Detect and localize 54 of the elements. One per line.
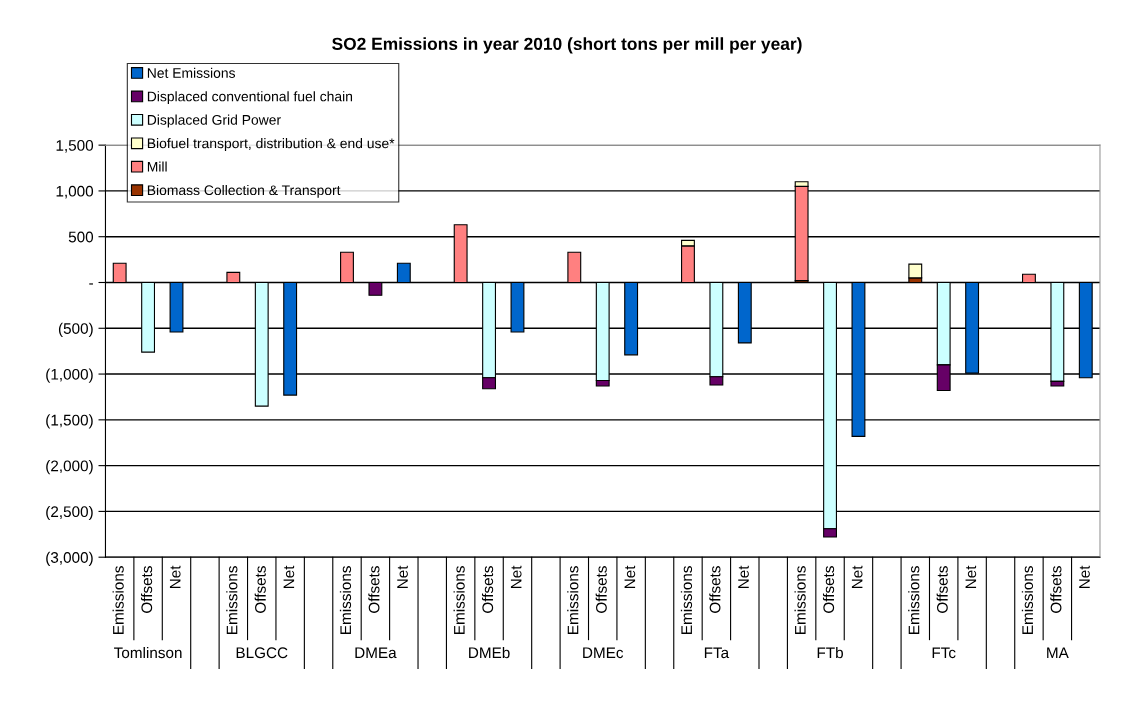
- text: DMEb: [469, 646, 510, 659]
- x-tick-label: Emissions: [680, 566, 693, 634]
- x-tick-label: Net: [510, 565, 522, 589]
- y-tick-label: 1,500: [56, 140, 94, 153]
- x-tick-label: Emissions: [453, 566, 465, 634]
- legend-label: Displaced Grid Power: [147, 114, 281, 128]
- x-tick-label: Emissions: [567, 566, 579, 634]
- text: DMEc: [583, 647, 624, 659]
- text: FTb: [817, 646, 843, 659]
- x-tick-label: Emissions: [908, 566, 920, 634]
- x-tick-label: Emissions: [1021, 566, 1034, 634]
- text: MA: [1047, 647, 1069, 658]
- text: Tomlinson: [114, 646, 182, 659]
- y-tick-label: 500: [68, 231, 94, 243]
- y-tick-label: (3,000): [46, 551, 93, 566]
- x-tick-label: Emissions: [112, 566, 124, 634]
- x-tick-label: Emissions: [794, 566, 806, 634]
- legend-label: Displaced conventional fuel chain: [147, 91, 353, 105]
- legend-label: Biofuel transport, distribution & end use*: [147, 138, 395, 151]
- legend-label: Net Emissions: [147, 67, 236, 78]
- text: DMEa: [355, 647, 397, 659]
- y-tick-label: (500): [58, 322, 93, 337]
- x-tick-label: Offsets: [709, 566, 721, 613]
- text: FTa: [704, 647, 730, 659]
- y-tick-label: 1,000: [56, 185, 94, 199]
- text: BLGCC: [236, 647, 288, 659]
- x-tick-label: Emissions: [226, 566, 238, 634]
- x-tick-label: Offsets: [254, 566, 266, 613]
- x-tick-label: Net: [965, 565, 977, 589]
- x-tick-label: Net: [738, 565, 749, 589]
- x-tick-label: Offsets: [936, 566, 948, 613]
- legend-label: Mill: [147, 161, 167, 172]
- x-tick-label: Offsets: [595, 566, 607, 613]
- x-tick-label: Offsets: [1050, 566, 1062, 613]
- x-tick-label: Net: [283, 565, 295, 589]
- x-tick-label: Offsets: [368, 566, 380, 613]
- x-tick-label: Net: [624, 565, 636, 589]
- y-tick-label: (1,500): [46, 414, 93, 429]
- x-tick-label: Offsets: [140, 566, 153, 613]
- x-tick-label: Offsets: [481, 566, 494, 613]
- x-tick-label: Net: [851, 565, 863, 589]
- legend-label: Biomass Collection & Transport: [147, 184, 341, 198]
- x-tick-label: Net: [169, 565, 181, 589]
- y-tick-label: -: [89, 283, 93, 285]
- bar: [908, 263, 923, 279]
- text: FTc: [932, 647, 956, 659]
- x-tick-label: Emissions: [339, 566, 352, 634]
- x-tick-label: Net: [1079, 565, 1090, 589]
- x-tick-label: Net: [397, 565, 408, 589]
- y-tick-label: (2,500): [46, 505, 93, 521]
- chart-title: SO2 Emissions in year 2010 (short tons per mill per year): [332, 37, 802, 54]
- x-tick-label: Offsets: [822, 566, 835, 613]
- y-tick-label: (1,000): [46, 368, 93, 383]
- y-tick-label: (2,000): [46, 460, 93, 475]
